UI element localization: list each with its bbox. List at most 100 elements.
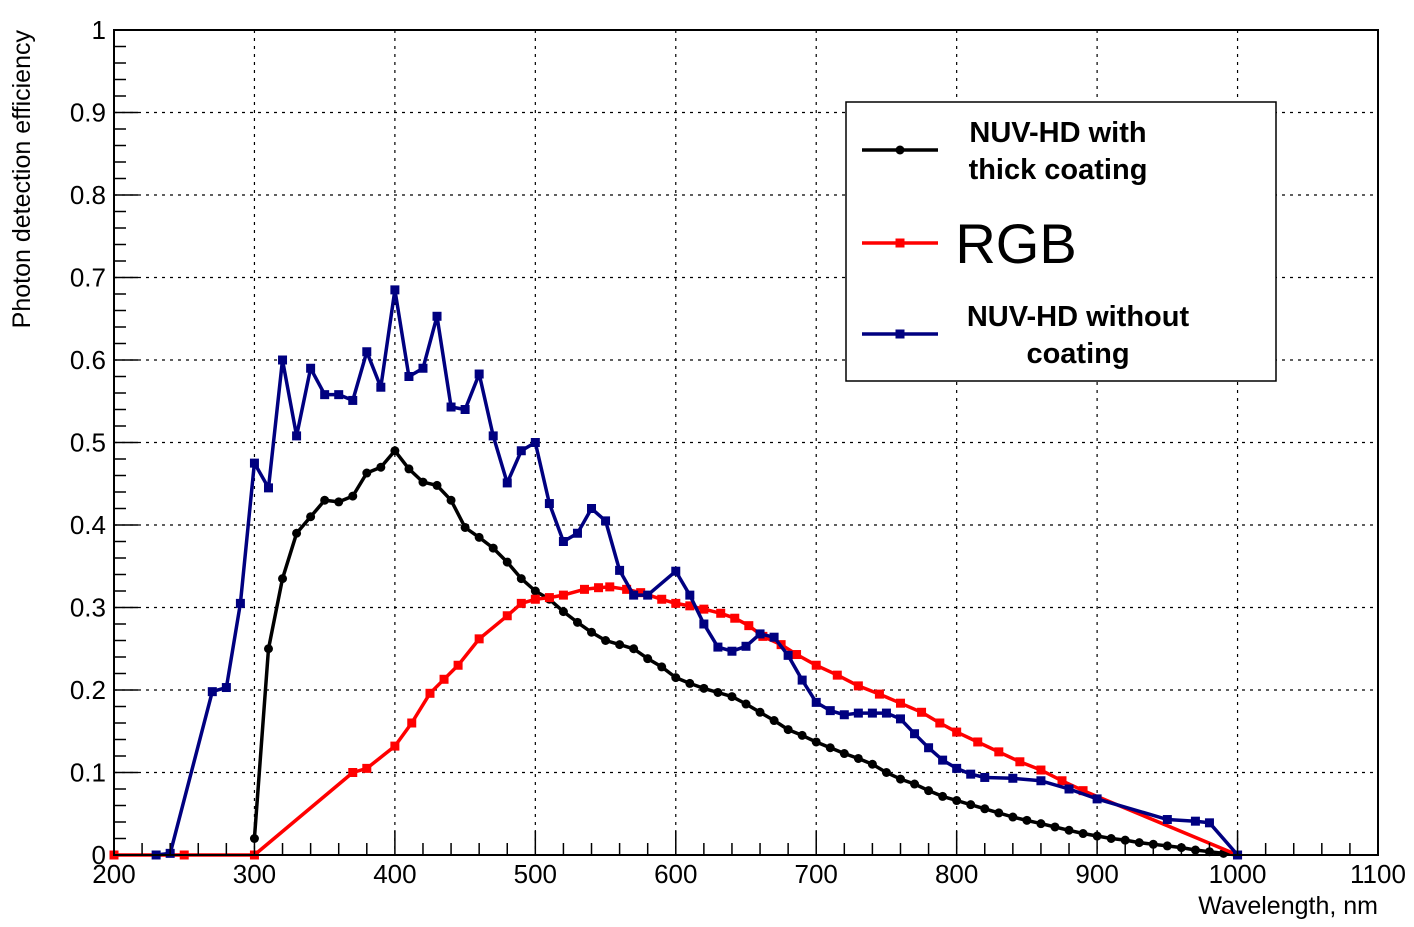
data-point: [1190, 845, 1200, 855]
data-point: [1036, 765, 1046, 775]
data-point: [601, 636, 611, 645]
data-point: [895, 714, 905, 724]
data-point: [832, 670, 842, 680]
data-point: [488, 431, 498, 441]
data-point: [1106, 834, 1116, 843]
data-point: [404, 464, 414, 474]
y-tick-label: 0.2: [70, 675, 106, 705]
data-point: [249, 458, 259, 468]
data-point: [952, 727, 962, 737]
data-point: [502, 611, 512, 621]
data-point: [895, 698, 905, 708]
data-point: [502, 557, 512, 567]
data-point: [685, 601, 695, 611]
data-point: [334, 390, 344, 400]
legend-marker: [895, 329, 905, 339]
data-point: [516, 574, 526, 584]
data-point: [643, 590, 653, 600]
y-tick-label: 0.4: [70, 510, 106, 540]
x-tick-label: 1000: [1209, 859, 1267, 889]
data-point: [867, 708, 877, 718]
data-point: [1036, 819, 1046, 829]
data-point: [980, 804, 990, 814]
data-point: [938, 755, 948, 765]
data-point: [348, 491, 358, 501]
data-point: [516, 446, 526, 456]
x-tick-label: 200: [92, 859, 135, 889]
data-point: [769, 716, 779, 726]
data-point: [881, 708, 891, 718]
y-tick-label: 0.9: [70, 98, 106, 128]
data-point: [797, 675, 807, 685]
data-point: [502, 478, 512, 488]
data-point: [1162, 815, 1172, 825]
data-point: [853, 753, 863, 763]
data-point: [699, 619, 709, 629]
data-point: [1134, 838, 1144, 848]
y-tick-label: 0.1: [70, 758, 106, 788]
data-point: [446, 495, 456, 505]
data-point: [924, 743, 934, 753]
data-point: [530, 594, 540, 604]
data-point: [390, 741, 400, 751]
data-point: [1057, 776, 1067, 786]
data-point: [362, 468, 372, 478]
data-point: [741, 699, 751, 709]
data-point: [755, 707, 765, 717]
data-point: [572, 617, 582, 627]
legend-label: RGB: [955, 212, 1076, 275]
data-point: [629, 590, 639, 600]
y-tick-label: 0.5: [70, 428, 106, 458]
data-point: [952, 763, 962, 773]
y-tick-label: 1: [92, 15, 106, 45]
y-tick-label: 0.8: [70, 180, 106, 210]
data-point: [474, 634, 484, 644]
data-point: [1022, 815, 1032, 825]
data-point: [558, 537, 568, 546]
data-point: [671, 598, 681, 608]
legend-label: NUV-HD without: [967, 301, 1190, 333]
x-tick-label: 900: [1075, 859, 1118, 889]
data-point: [783, 650, 793, 660]
data-point: [713, 687, 723, 697]
data-point: [730, 613, 740, 623]
data-point: [1064, 784, 1074, 794]
data-point: [558, 590, 568, 600]
data-point: [453, 660, 463, 670]
x-tick-label: 300: [233, 859, 276, 889]
data-point: [1008, 812, 1018, 822]
data-point: [867, 759, 877, 769]
data-point: [713, 642, 723, 652]
data-point: [544, 593, 554, 603]
x-tick-label: 1100: [1350, 859, 1406, 889]
axis-ticks: [113, 29, 1379, 856]
data-point: [292, 431, 302, 441]
data-point: [636, 588, 646, 598]
data-point: [1008, 773, 1018, 783]
data-point: [348, 768, 358, 777]
data-point: [657, 662, 667, 672]
x-tick-label: 800: [935, 859, 978, 889]
data-point: [235, 598, 245, 608]
data-point: [530, 586, 540, 596]
data-point: [376, 382, 386, 392]
data-point: [973, 737, 983, 747]
data-point: [1036, 776, 1046, 786]
legend-marker: [895, 238, 905, 248]
data-point: [966, 769, 976, 779]
data-point: [474, 369, 484, 379]
y-tick-label: 0.6: [70, 345, 106, 375]
data-point: [390, 446, 400, 456]
data-point: [376, 462, 386, 472]
data-point: [587, 627, 597, 637]
data-point: [895, 774, 905, 784]
data-point: [910, 779, 920, 789]
data-point: [980, 772, 990, 782]
data-point: [769, 632, 779, 642]
data-point: [1078, 786, 1088, 796]
tick-labels: 200 300 400 500 600 700 800 900 1000 1100 0 0.1 0.2 0…: [70, 15, 1406, 889]
data-point: [811, 660, 821, 670]
data-point: [881, 768, 891, 777]
data-point: [755, 629, 765, 639]
data-point: [579, 584, 589, 594]
